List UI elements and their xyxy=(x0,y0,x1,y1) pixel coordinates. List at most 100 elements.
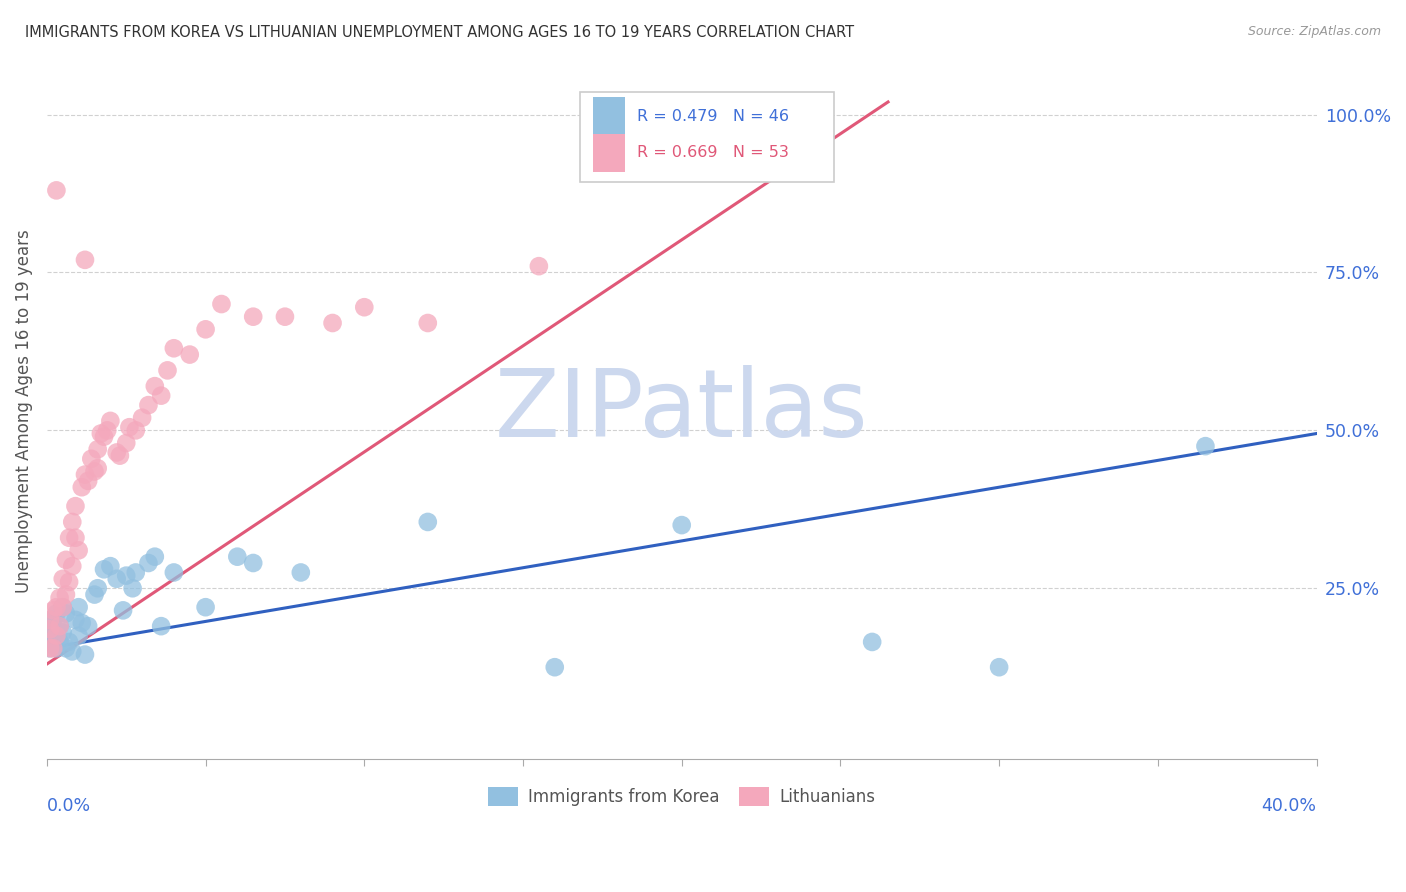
Legend: Immigrants from Korea, Lithuanians: Immigrants from Korea, Lithuanians xyxy=(481,780,882,813)
Point xyxy=(90,426,112,441)
Point xyxy=(39,613,62,627)
Text: R = 0.479   N = 46: R = 0.479 N = 46 xyxy=(637,109,789,124)
Point xyxy=(42,638,65,652)
Point xyxy=(42,603,65,617)
Point xyxy=(211,297,233,311)
Point xyxy=(143,379,166,393)
Point xyxy=(39,632,62,646)
Point xyxy=(67,543,90,558)
Point xyxy=(100,414,122,428)
Point xyxy=(39,641,62,656)
Point xyxy=(105,572,128,586)
Point xyxy=(988,660,1011,674)
Point xyxy=(70,480,93,494)
Point xyxy=(100,559,122,574)
Point xyxy=(83,588,105,602)
Text: IMMIGRANTS FROM KOREA VS LITHUANIAN UNEMPLOYMENT AMONG AGES 16 TO 19 YEARS CORRE: IMMIGRANTS FROM KOREA VS LITHUANIAN UNEM… xyxy=(25,25,855,40)
Point xyxy=(48,619,70,633)
Point xyxy=(527,259,550,273)
Point xyxy=(143,549,166,564)
Point xyxy=(163,566,186,580)
Point xyxy=(45,632,67,646)
Point xyxy=(1194,439,1216,453)
Point xyxy=(156,363,179,377)
Point xyxy=(52,600,75,615)
Point xyxy=(125,566,148,580)
Point xyxy=(112,603,135,617)
Point xyxy=(45,629,67,643)
Point xyxy=(73,648,96,662)
Point xyxy=(138,556,160,570)
Point xyxy=(65,531,87,545)
Point xyxy=(39,623,62,637)
Point xyxy=(93,430,115,444)
Point xyxy=(67,600,90,615)
Point xyxy=(121,581,143,595)
Point xyxy=(179,348,201,362)
Point xyxy=(45,607,67,621)
Point xyxy=(55,588,77,602)
Point xyxy=(353,300,375,314)
Point xyxy=(60,559,83,574)
Point xyxy=(86,461,108,475)
Point xyxy=(52,572,75,586)
Point xyxy=(60,515,83,529)
Point xyxy=(45,600,67,615)
Point xyxy=(86,581,108,595)
Point xyxy=(52,600,75,615)
Point xyxy=(55,607,77,621)
Point xyxy=(96,423,118,437)
Point xyxy=(671,518,693,533)
Point xyxy=(93,562,115,576)
Point xyxy=(226,549,249,564)
Point xyxy=(42,613,65,627)
Point xyxy=(242,556,264,570)
Point xyxy=(55,553,77,567)
Point xyxy=(39,641,62,656)
Point xyxy=(73,252,96,267)
Point xyxy=(60,644,83,658)
Point xyxy=(322,316,344,330)
Point xyxy=(80,451,103,466)
Point xyxy=(131,410,153,425)
Point xyxy=(58,574,80,589)
Point xyxy=(55,641,77,656)
Point xyxy=(58,635,80,649)
Point xyxy=(416,316,439,330)
Text: R = 0.669   N = 53: R = 0.669 N = 53 xyxy=(637,145,789,161)
Bar xyxy=(581,92,834,182)
Point xyxy=(108,449,131,463)
Text: ZIPatlas: ZIPatlas xyxy=(495,366,869,458)
Bar xyxy=(593,134,624,172)
Point xyxy=(290,566,312,580)
Text: Source: ZipAtlas.com: Source: ZipAtlas.com xyxy=(1247,25,1381,38)
Point xyxy=(118,420,141,434)
Point xyxy=(77,474,100,488)
Point xyxy=(77,619,100,633)
Point xyxy=(65,499,87,513)
Bar xyxy=(593,97,624,136)
Point xyxy=(115,568,138,582)
Point xyxy=(125,423,148,437)
Point xyxy=(194,600,217,615)
Point xyxy=(73,467,96,482)
Point xyxy=(544,660,567,674)
Point xyxy=(39,619,62,633)
Point xyxy=(42,641,65,656)
Point xyxy=(70,615,93,630)
Point xyxy=(655,152,678,166)
Point xyxy=(52,625,75,640)
Point xyxy=(860,635,883,649)
Point xyxy=(194,322,217,336)
Point xyxy=(86,442,108,457)
Point xyxy=(105,445,128,459)
Point xyxy=(163,341,186,355)
Point xyxy=(48,619,70,633)
Point xyxy=(416,515,439,529)
Point xyxy=(42,625,65,640)
Text: 0.0%: 0.0% xyxy=(46,797,91,815)
Point xyxy=(58,531,80,545)
Point xyxy=(48,591,70,605)
Point xyxy=(150,619,173,633)
Y-axis label: Unemployment Among Ages 16 to 19 years: Unemployment Among Ages 16 to 19 years xyxy=(15,229,32,593)
